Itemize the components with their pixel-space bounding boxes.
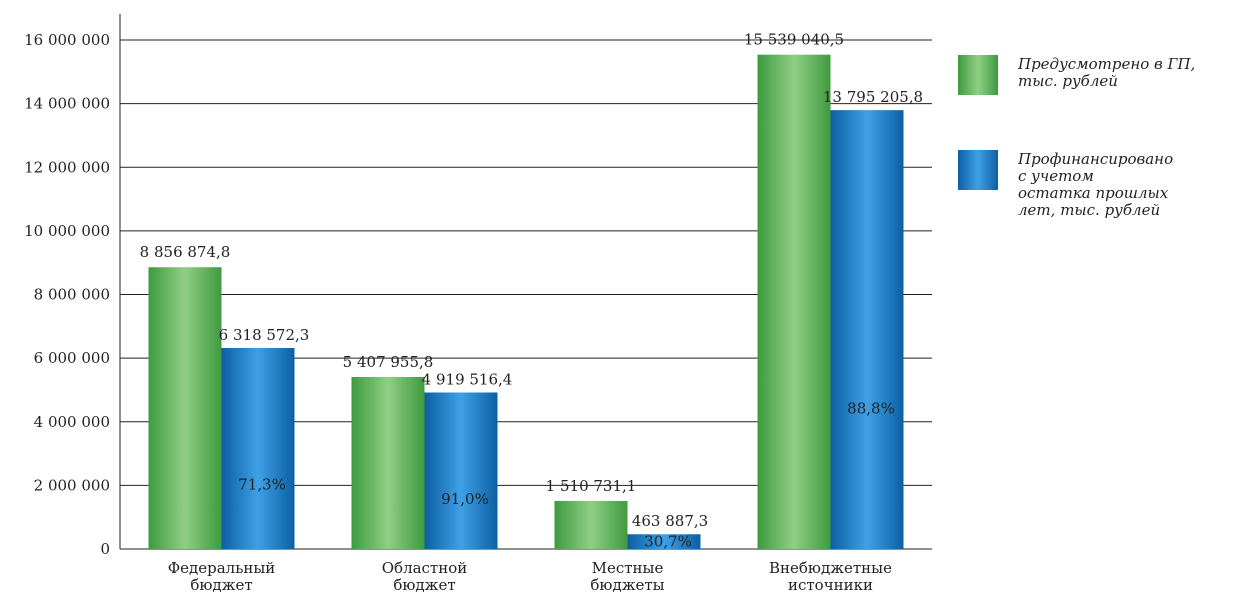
bar-percent-label: 88,8% [847,400,895,418]
y-tick-label: 14 000 000 [24,95,110,113]
bar-planned [757,54,831,549]
bar-financed [627,534,701,549]
bar-planned [554,500,628,549]
x-category-label: Внебюджетные источники [769,559,892,594]
bar-value-label: 4 919 516,4 [422,370,513,388]
y-tick-label: 10 000 000 [24,222,110,240]
bar-financed [830,110,904,549]
y-tick-label: 2 000 000 [34,476,110,494]
bar-value-label: 1 510 731,1 [546,477,637,495]
bar-planned [351,376,425,549]
y-tick-label: 0 [100,540,110,558]
y-tick-label: 12 000 000 [24,158,110,176]
bar-value-label: 5 407 955,8 [343,353,434,371]
bar-percent-label: 71,3% [238,476,286,494]
bar-financed [424,392,498,549]
y-tick-label: 6 000 000 [34,349,110,367]
bar-value-label: 15 539 040,5 [744,31,844,49]
bar-value-label: 463 887,3 [632,512,708,530]
bar-value-label: 13 795 205,8 [823,88,923,106]
y-tick-label: 8 000 000 [34,286,110,304]
bar-value-label: 6 318 572,3 [219,326,310,344]
bar-percent-label: 30,7% [644,533,692,551]
legend-label: Предусмотрено в ГП, тыс. рублей [1017,55,1195,90]
x-category-label: Местные бюджеты [590,559,664,594]
legend-swatch-financed [958,150,998,190]
x-category-label: Областной бюджет [382,559,468,594]
x-category-label: Федеральный бюджет [168,559,276,594]
y-tick-label: 4 000 000 [34,413,110,431]
y-tick-label: 16 000 000 [24,31,110,49]
bar-value-label: 8 856 874,8 [140,243,231,261]
bar-financed [221,347,295,549]
legend-label: Профинансировано с учетом остатка прошлых л… [1017,150,1173,219]
legend-swatch-planned [958,55,998,95]
bar-percent-label: 91,0% [441,490,489,508]
bar-planned [148,267,222,549]
